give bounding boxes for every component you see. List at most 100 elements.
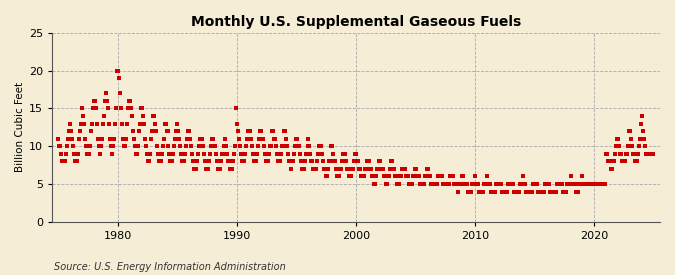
Point [621,152,632,156]
Point [486,189,497,194]
Point [284,159,295,164]
Point [301,152,312,156]
Point [242,136,252,141]
Point [562,182,572,186]
Point [253,136,264,141]
Point [184,129,195,133]
Point [111,106,122,111]
Point [175,144,186,148]
Point [99,114,109,118]
Point [281,144,292,148]
Point [99,99,110,103]
Point [267,129,278,133]
Point [299,159,310,164]
Point [608,159,619,164]
Point [607,167,618,171]
Point [331,167,342,171]
Point [117,136,128,141]
Point [88,106,99,111]
Point [578,182,589,186]
Point [82,152,93,156]
Point [335,167,346,171]
Point [615,152,626,156]
Point [383,174,394,179]
Point [304,144,315,148]
Point [416,182,427,186]
Point [379,174,389,179]
Point [552,182,563,186]
Point [105,136,115,141]
Point [202,167,213,171]
Point [556,182,566,186]
Point [296,167,307,171]
Point [570,189,581,194]
Point [232,121,242,126]
Point [132,144,143,148]
Point [300,152,311,156]
Point [323,167,333,171]
Point [623,144,634,148]
Point [579,182,590,186]
Point [549,189,560,194]
Point [396,174,406,179]
Point [240,144,251,148]
Point [150,129,161,133]
Point [74,136,84,141]
Point [544,189,555,194]
Point [526,189,537,194]
Point [314,144,325,148]
Point [209,144,219,148]
Point [118,144,129,148]
Point [326,144,337,148]
Point [624,129,634,133]
Point [443,182,454,186]
Point [445,174,456,179]
Point [402,174,412,179]
Point [489,189,500,194]
Point [402,174,413,179]
Point [453,189,464,194]
Point [430,182,441,186]
Point [54,144,65,148]
Point [632,152,643,156]
Point [419,174,430,179]
Point [586,182,597,186]
Point [454,182,465,186]
Point [379,174,390,179]
Point [162,129,173,133]
Point [213,167,223,171]
Point [497,189,508,194]
Point [387,167,398,171]
Point [434,174,445,179]
Point [290,136,301,141]
Point [82,152,92,156]
Point [128,129,138,133]
Point [423,174,434,179]
Point [444,182,455,186]
Point [246,136,256,141]
Point [482,174,493,179]
Point [231,106,242,111]
Point [425,182,436,186]
Point [410,167,421,171]
Point [584,182,595,186]
Point [475,189,486,194]
Point [244,129,254,133]
Point [418,182,429,186]
Point [76,121,86,126]
Point [514,182,525,186]
Point [597,182,608,186]
Point [464,189,475,194]
Point [322,174,333,179]
Point [473,182,484,186]
Point [72,159,82,164]
Point [493,182,504,186]
Point [543,182,554,186]
Point [336,167,347,171]
Point [529,182,539,186]
Point [218,152,229,156]
Point [518,174,529,179]
Point [510,189,521,194]
Point [248,152,259,156]
Point [309,167,320,171]
